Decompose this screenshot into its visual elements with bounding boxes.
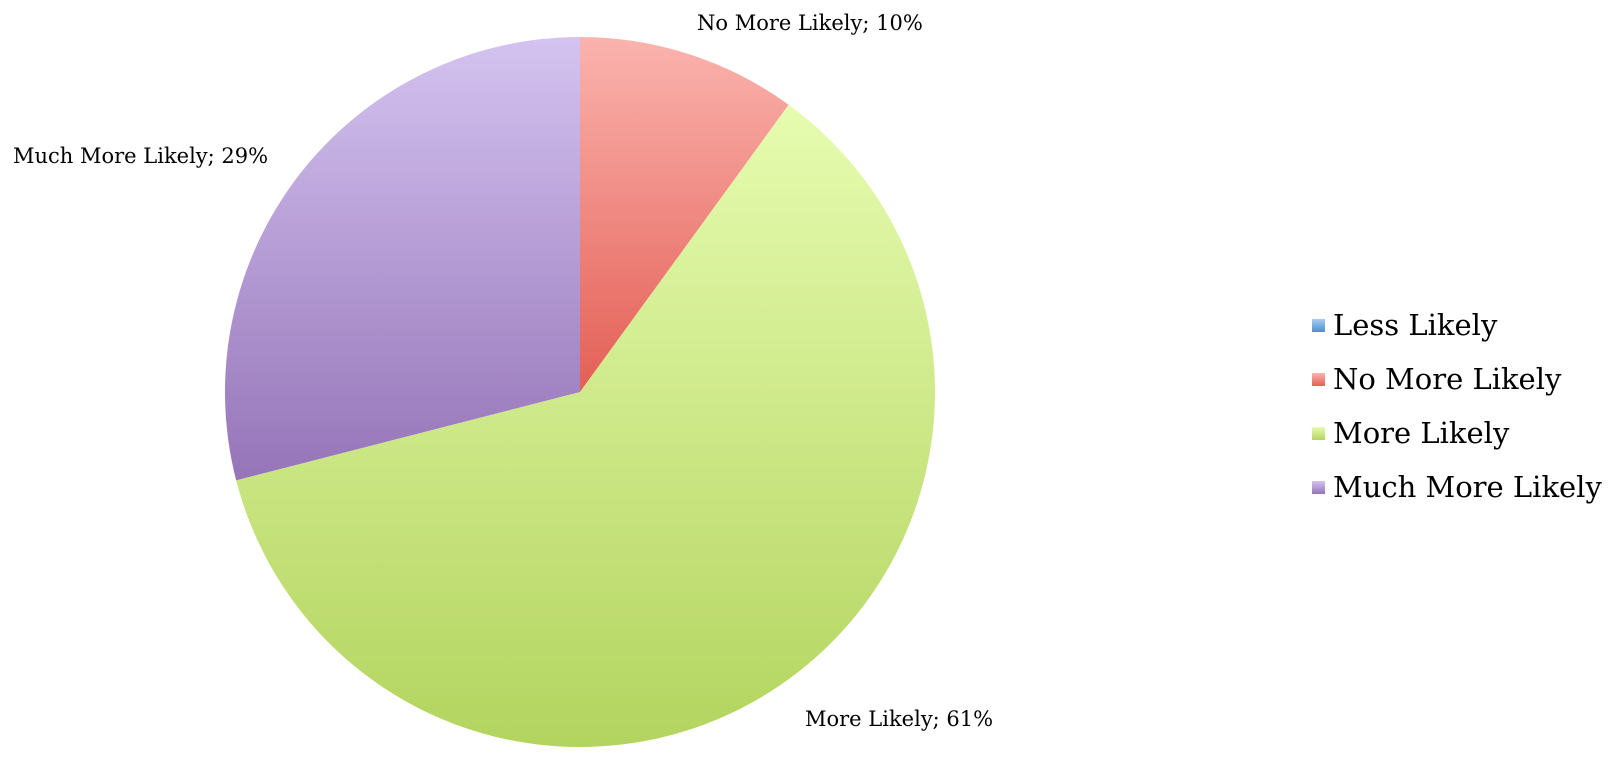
- legend-item-no-more-likely: No More Likely: [1312, 352, 1602, 406]
- legend-label: No More Likely: [1333, 362, 1562, 396]
- pie-slice-much-more-likely: [225, 37, 580, 481]
- legend-label: More Likely: [1333, 416, 1510, 450]
- pie-slices: [225, 37, 936, 748]
- legend-swatch-more-likely: [1312, 426, 1325, 440]
- legend-item-less-likely: Less Likely: [1312, 298, 1602, 352]
- data-label-more-likely: More Likely; 61%: [805, 707, 993, 731]
- legend-swatch-much-more-likely: [1312, 480, 1325, 494]
- legend-item-more-likely: More Likely: [1312, 406, 1602, 460]
- data-label-no-more-likely: No More Likely; 10%: [697, 11, 923, 35]
- pie-slice-no-more-likely: [580, 37, 789, 392]
- legend-label: Less Likely: [1333, 308, 1498, 342]
- legend-swatch-less-likely: [1312, 318, 1325, 332]
- chart-legend: Less Likely No More Likely More Likely M…: [1312, 298, 1602, 514]
- legend-swatch-no-more-likely: [1312, 372, 1325, 386]
- pie-slice-more-likely: [236, 104, 936, 748]
- data-label-much-more-likely: Much More Likely; 29%: [13, 144, 268, 168]
- legend-item-much-more-likely: Much More Likely: [1312, 460, 1602, 514]
- pie-data-labels: No More Likely; 10% More Likely; 61% Muc…: [13, 11, 993, 731]
- legend-label: Much More Likely: [1333, 470, 1602, 504]
